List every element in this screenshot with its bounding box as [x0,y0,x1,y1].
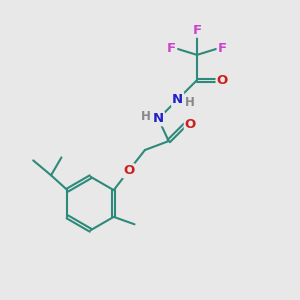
Text: O: O [185,118,196,131]
Text: H: H [141,110,151,123]
Text: F: F [218,42,227,56]
Text: F: F [167,42,176,56]
Text: O: O [217,74,228,87]
Text: N: N [172,93,183,106]
Text: N: N [153,112,164,125]
Text: F: F [192,24,202,37]
Text: O: O [123,164,134,177]
Text: H: H [185,96,195,109]
